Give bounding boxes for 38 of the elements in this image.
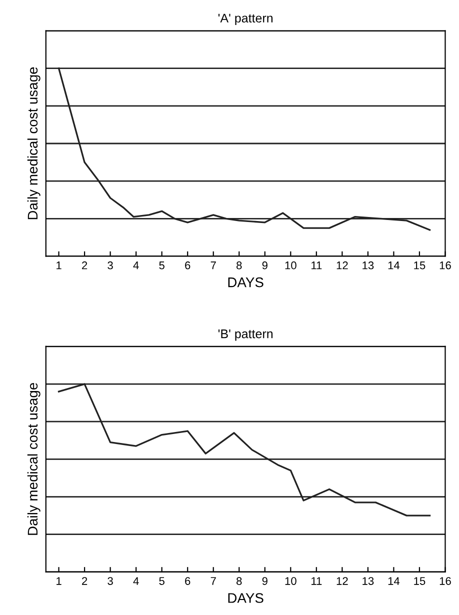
x-tick-label: 14 xyxy=(388,262,400,270)
x-tick-label: 2 xyxy=(82,261,88,270)
x-tick-label: 1 xyxy=(56,262,62,270)
x-tick-label: 16 xyxy=(440,577,451,585)
chart-title: 'B' pattern xyxy=(218,330,273,341)
x-tick-label: 3 xyxy=(108,261,113,270)
x-tick-label: 9 xyxy=(262,577,268,585)
x-tick-label: 3 xyxy=(108,577,113,585)
x-tick-label: 4 xyxy=(133,577,139,585)
x-tick-label: 11 xyxy=(311,262,322,270)
x-tick-label: 2 xyxy=(82,577,88,585)
x-tick-label: 9 xyxy=(262,261,268,270)
x-tick-label: 12 xyxy=(336,577,348,585)
x-axis-title: DAYS xyxy=(228,277,264,288)
x-tick-label: 13 xyxy=(362,577,374,585)
chart-title: 'A' pattern xyxy=(218,14,273,26)
x-tick-label: 12 xyxy=(336,261,348,270)
x-tick-label: 8 xyxy=(236,577,242,585)
x-tick-label: 10 xyxy=(285,577,296,585)
x-tick-label: 10 xyxy=(285,261,296,270)
x-tick-label: 11 xyxy=(311,577,322,585)
x-tick-label: 7 xyxy=(210,577,216,585)
x-tick-label: 4 xyxy=(133,262,139,270)
x-tick-label: 5 xyxy=(159,577,164,585)
x-tick-label: 15 xyxy=(414,262,426,270)
x-tick-label: 5 xyxy=(159,262,164,270)
x-tick-label: 1 xyxy=(56,577,62,585)
x-tick-label: 13 xyxy=(362,261,374,270)
y-axis-title: Daily medical cost usage xyxy=(27,67,40,220)
x-axis-title: DAYS xyxy=(228,593,264,603)
x-tick-label: 6 xyxy=(185,577,190,585)
x-tick-label: 15 xyxy=(414,577,426,585)
y-axis-title: Daily medical cost usage xyxy=(27,383,40,535)
x-tick-label: 14 xyxy=(388,577,400,585)
x-tick-label: 8 xyxy=(236,261,242,270)
x-tick-label: 6 xyxy=(185,261,190,270)
x-tick-label: 16 xyxy=(440,261,451,270)
x-tick-label: 7 xyxy=(210,262,216,270)
